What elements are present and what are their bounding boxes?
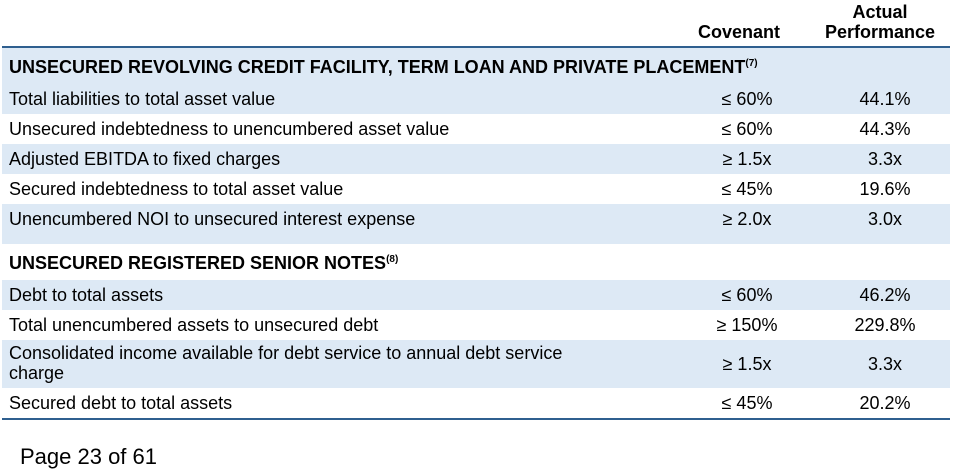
row-label: Total unencumbered assets to unsecured d… <box>9 315 379 335</box>
footnote-ref: (8) <box>386 254 399 265</box>
actual-value: 229.8% <box>854 315 916 335</box>
actual-header-line1: Actual <box>852 2 908 22</box>
row-label: Consolidated income available for debt s… <box>9 343 562 383</box>
table-row: Secured debt to total assets ≤ 45% 20.2% <box>2 388 950 418</box>
section-title: UNSECURED REVOLVING CREDIT FACILITY, TER… <box>9 57 758 77</box>
table-row: Total unencumbered assets to unsecured d… <box>2 310 950 340</box>
covenant-value: ≥ 2.0x <box>722 209 772 229</box>
actual-header-line2: Performance <box>824 22 936 42</box>
table-row: Unsecured indebtedness to unencumbered a… <box>2 114 950 144</box>
row-label: Unsecured indebtedness to unencumbered a… <box>9 119 450 139</box>
covenant-value: ≥ 150% <box>716 315 778 335</box>
page-number: Page 23 of 61 <box>20 444 158 469</box>
covenant-value: ≤ 45% <box>721 179 773 199</box>
row-label: Unencumbered NOI to unsecured interest e… <box>9 209 416 229</box>
table-row: Unencumbered NOI to unsecured interest e… <box>2 204 950 234</box>
table-row: Debt to total assets ≤ 60% 46.2% <box>2 280 950 310</box>
actual-performance-column-header: Actual Performance <box>815 2 945 42</box>
covenant-value: ≤ 60% <box>721 89 773 109</box>
actual-value: 46.2% <box>859 285 911 305</box>
row-label: Total liabilities to total asset value <box>9 89 276 109</box>
table-row: Secured indebtedness to total asset valu… <box>2 174 950 204</box>
covenant-value: ≥ 1.5x <box>722 149 772 169</box>
row-label: Secured indebtedness to total asset valu… <box>9 179 344 199</box>
header-divider <box>2 46 950 48</box>
row-label-line2: charge <box>9 363 65 383</box>
actual-value: 19.6% <box>859 179 911 199</box>
row-label-line1: Consolidated income available for debt s… <box>9 343 563 363</box>
actual-value: 20.2% <box>859 393 911 413</box>
covenant-value: ≤ 60% <box>721 119 773 139</box>
actual-value: 44.1% <box>859 89 911 109</box>
section-header-senior-notes: UNSECURED REGISTERED SENIOR NOTES(8) <box>2 244 950 280</box>
table-row: Adjusted EBITDA to fixed charges ≥ 1.5x … <box>2 144 950 174</box>
actual-value: 3.3x <box>867 149 903 169</box>
row-label: Debt to total assets <box>9 285 164 305</box>
footnote-ref: (7) <box>745 58 758 69</box>
column-header-row: Covenant Actual Performance <box>2 0 950 46</box>
actual-value: 3.3x <box>867 354 903 374</box>
section-title: UNSECURED REGISTERED SENIOR NOTES(8) <box>9 253 399 273</box>
table-bottom-rule <box>2 418 950 420</box>
row-label: Secured debt to total assets <box>9 393 233 413</box>
covenant-table: Covenant Actual Performance UNSECURED RE… <box>2 0 950 420</box>
covenant-value: ≥ 1.5x <box>722 354 772 374</box>
covenant-column-header: Covenant <box>698 22 781 42</box>
table-row: Total liabilities to total asset value ≤… <box>2 84 950 114</box>
actual-value: 44.3% <box>859 119 911 139</box>
section-header-credit-facility: UNSECURED REVOLVING CREDIT FACILITY, TER… <box>2 48 950 84</box>
row-label: Adjusted EBITDA to fixed charges <box>9 149 281 169</box>
actual-value: 3.0x <box>867 209 903 229</box>
covenant-value: ≤ 45% <box>721 393 773 413</box>
table-row: Consolidated income available for debt s… <box>2 340 950 388</box>
section-spacer <box>2 234 950 244</box>
covenant-value: ≤ 60% <box>721 285 773 305</box>
